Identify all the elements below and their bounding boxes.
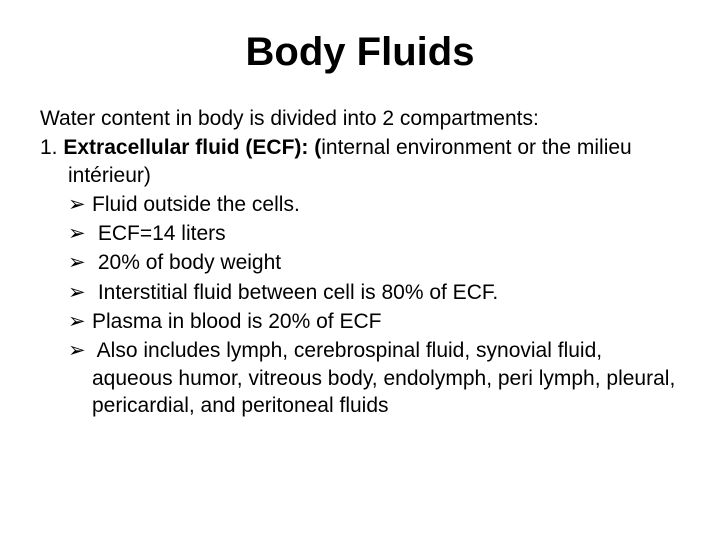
intro-text: Water content in body is divided into 2 … [40,105,680,132]
arrow-icon: ➢ [68,220,92,247]
number-prefix: 1. [40,136,63,159]
arrow-icon: ➢ [68,249,92,276]
bullet-text: Plasma in blood is 20% of ECF [92,310,381,333]
bold-heading: Extracellular fluid (ECF): ( [63,136,321,159]
bullet-text: Interstitial fluid between cell is 80% o… [92,281,498,304]
arrow-icon: ➢ [68,337,92,364]
numbered-item: 1. Extracellular fluid (ECF): (internal … [40,134,680,189]
arrow-icon: ➢ [68,308,92,335]
arrow-icon: ➢ [68,279,92,306]
bullet-item: ➢Fluid outside the cells. [40,191,680,218]
bullet-item: ➢ Also includes lymph, cerebrospinal flu… [40,337,680,419]
bullet-text: Fluid outside the cells. [92,193,300,216]
bullet-item: ➢ Interstitial fluid between cell is 80%… [40,279,680,306]
bullet-item: ➢ ECF=14 liters [40,220,680,247]
slide-content: Water content in body is divided into 2 … [40,105,680,419]
slide-title: Body Fluids [40,30,680,75]
bullet-item: ➢ 20% of body weight [40,249,680,276]
bullet-text: Also includes lymph, cerebrospinal fluid… [92,339,675,417]
bullet-text: ECF=14 liters [92,222,226,245]
bullet-text: 20% of body weight [92,251,281,274]
bullet-item: ➢Plasma in blood is 20% of ECF [40,308,680,335]
arrow-icon: ➢ [68,191,92,218]
